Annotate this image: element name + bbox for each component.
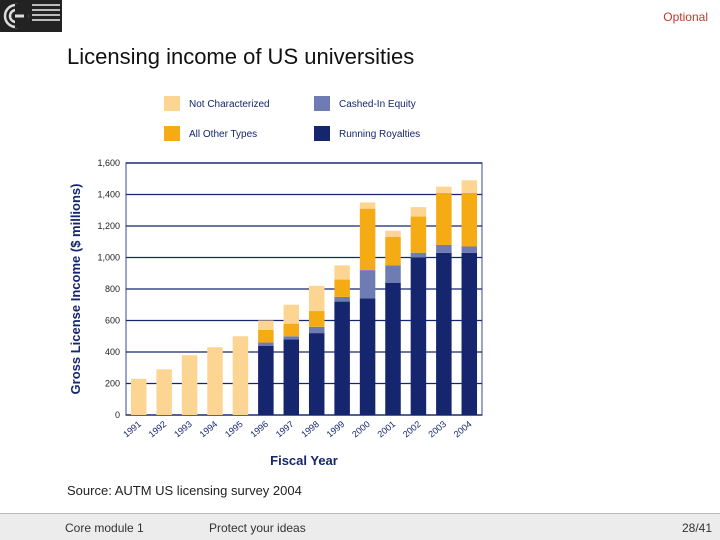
y-tick-label: 1,000: [97, 253, 120, 263]
y-tick-label: 400: [105, 347, 120, 357]
x-tick-label: 2003: [426, 419, 448, 440]
bar-segment: [308, 333, 325, 415]
bar-segment: [410, 257, 427, 415]
legend-label: Not Characterized: [189, 99, 270, 110]
x-tick-label: 1999: [325, 419, 347, 440]
slide-title: Licensing income of US universities: [67, 44, 415, 69]
bar-segment: [308, 285, 325, 312]
bar-segment: [156, 369, 172, 415]
x-tick-label: 2001: [376, 419, 398, 440]
footer-bar: Core module 1 Protect your ideas 28/41: [0, 513, 720, 540]
x-tick-label: 1996: [248, 419, 270, 440]
bar-segment: [436, 186, 452, 193]
y-tick-label: 200: [105, 379, 120, 389]
bar-segment: [181, 355, 198, 415]
page-number: 28/41: [681, 521, 712, 535]
logo-wordmark: [32, 4, 60, 24]
legend-swatch: [314, 96, 330, 111]
x-tick-label: 2004: [452, 419, 474, 440]
bar-segment: [436, 252, 452, 415]
y-tick-label: 1,400: [97, 190, 120, 200]
bar-segment: [359, 298, 376, 415]
x-tick-label: 2002: [401, 419, 423, 440]
x-tick-label: 1993: [172, 419, 194, 440]
bar-segment: [436, 244, 452, 253]
bar-segment: [308, 326, 325, 334]
legend-swatch: [164, 126, 180, 141]
y-axis-label: Gross License Income ($ millions): [68, 184, 83, 395]
bar-segment: [130, 378, 147, 415]
bar-segment: [283, 323, 300, 337]
bar-segment: [359, 202, 376, 209]
bar-segment: [334, 265, 350, 280]
bar-segment: [436, 192, 452, 245]
bar-segment: [258, 342, 274, 346]
bar-segment: [258, 329, 274, 343]
bar-segment: [334, 301, 350, 415]
y-tick-label: 600: [105, 316, 120, 326]
bar-segment: [410, 216, 427, 253]
legend-label: All Other Types: [189, 129, 257, 140]
bar-segment: [283, 336, 300, 340]
bar-segment: [410, 207, 427, 217]
bar-segment: [461, 180, 478, 193]
x-axis-label: Fiscal Year: [270, 453, 338, 468]
x-tick-label: 1997: [274, 419, 296, 440]
bar-segment: [385, 265, 401, 283]
legend-label: Cashed-In Equity: [339, 99, 416, 110]
bar-segment: [308, 311, 325, 327]
bar-segment: [385, 230, 401, 238]
y-tick-label: 800: [105, 284, 120, 294]
bar-segment: [232, 336, 249, 415]
bar-segment: [359, 208, 376, 271]
bar-segment: [385, 282, 401, 415]
x-tick-label: 1994: [198, 419, 220, 440]
bar-segment: [334, 296, 350, 302]
bar-segment: [283, 304, 300, 324]
bar-segment: [283, 339, 300, 415]
bar-segment: [461, 192, 478, 247]
x-tick-label: 1991: [121, 419, 143, 440]
x-tick-label: 1998: [299, 419, 321, 440]
epo-logo: [0, 0, 62, 32]
bar-segment: [258, 320, 274, 330]
x-tick-label: 1995: [223, 419, 245, 440]
y-tick-label: 0: [115, 410, 120, 420]
bar-segment: [385, 237, 401, 266]
bar-segment: [359, 270, 376, 299]
bar-segment: [461, 252, 478, 415]
bar-segment: [461, 246, 478, 253]
optional-tag: Optional: [663, 10, 708, 24]
legend-swatch: [164, 96, 180, 111]
y-tick-label: 1,600: [97, 158, 120, 168]
y-tick-label: 1,200: [97, 221, 120, 231]
legend-swatch: [314, 126, 330, 141]
bar-segment: [334, 279, 350, 297]
bar-segment: [207, 347, 223, 415]
x-tick-label: 2000: [350, 419, 372, 440]
legend-label: Running Royalties: [339, 129, 420, 140]
footer-section: Protect your ideas: [209, 521, 306, 535]
footer-module: Core module 1: [65, 521, 144, 535]
epo-logo-icon: [3, 3, 29, 29]
x-tick-label: 1992: [147, 419, 169, 440]
source-note: Source: AUTM US licensing survey 2004: [67, 483, 302, 498]
bar-segment: [410, 252, 427, 258]
bar-segment: [258, 345, 274, 415]
